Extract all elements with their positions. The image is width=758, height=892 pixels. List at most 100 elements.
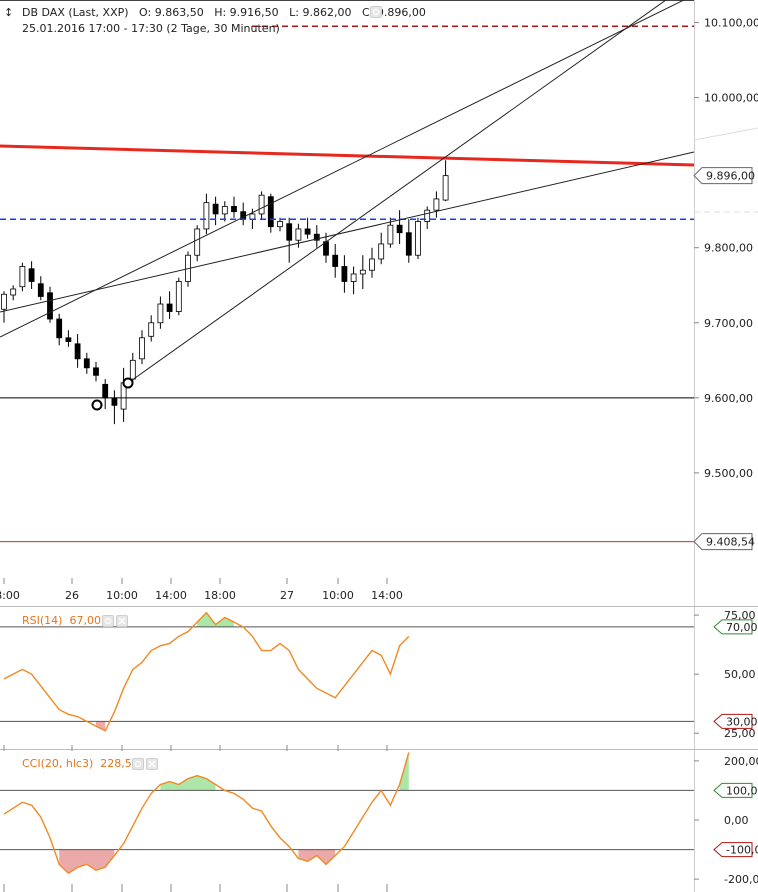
high-value: H: 9.916,50 — [214, 6, 279, 19]
candle-body — [10, 288, 17, 296]
instrument-name: DB DAX (Last, XXP) — [22, 6, 129, 19]
candle-body — [396, 224, 403, 234]
current-price-tag: 9.896,00 — [693, 167, 755, 185]
current-price-tag-text: 9.896,00 — [706, 170, 755, 183]
support-price-tag-text: 9.408,54 — [706, 536, 755, 549]
candle-body — [83, 358, 90, 369]
candle-body — [332, 254, 339, 267]
candle-body — [359, 269, 366, 275]
x-tick-label: 10:00 — [322, 589, 354, 602]
candle-body — [313, 233, 320, 241]
candle-body — [277, 221, 283, 228]
rsi-label: RSI(14) 67,00 — [22, 614, 101, 627]
support-price-tag: 9.408,54 — [693, 533, 755, 551]
candle-body — [369, 258, 375, 271]
candle-body — [37, 283, 44, 297]
close-icon — [148, 760, 156, 768]
x-tick-label: 18:00 — [204, 589, 236, 602]
cci-settings-button[interactable] — [132, 758, 144, 770]
candle-body — [231, 206, 237, 213]
y-tick-label: 9.500,00 — [704, 467, 753, 480]
x-tick-label: 26 — [65, 589, 79, 602]
rsi-level-shape — [713, 713, 753, 729]
rsi-level-shape — [713, 619, 753, 635]
cci-name: CCI(20, hlc3) — [22, 757, 94, 770]
gear-icon — [372, 8, 380, 16]
rsi-name: RSI(14) — [22, 614, 63, 627]
cci-level-text: 100,00 — [726, 784, 758, 797]
cci-tick-label: -200,00 — [724, 873, 758, 886]
candle-body — [74, 343, 81, 360]
candle-body — [258, 194, 265, 215]
candle-body — [267, 196, 274, 228]
range-info: 25.01.2016 17:00 - 17:30 (2 Tage, 30 Min… — [22, 22, 280, 35]
candle-body — [295, 228, 302, 241]
rsi-settings-button[interactable] — [102, 615, 114, 627]
rsi-line — [3, 611, 410, 732]
candle-body — [111, 397, 118, 406]
candle-body — [148, 322, 155, 337]
candle-body — [249, 213, 256, 220]
trend-line — [127, 0, 667, 384]
rsi-overbought-fill — [197, 612, 234, 627]
candle-body — [341, 266, 348, 282]
candle-body — [56, 318, 63, 339]
candle-body — [221, 206, 228, 215]
candle-body — [424, 209, 431, 222]
rsi-tick-label: 25,00 — [724, 727, 756, 740]
cci-overbought-fill — [160, 752, 409, 791]
candle-body — [415, 221, 421, 256]
rsi-tick-label: 50,00 — [724, 668, 756, 681]
candle-body — [139, 337, 145, 360]
rsi-tick-label: 75,00 — [724, 609, 756, 622]
x-tick-label: 14:00 — [371, 589, 403, 602]
y-tick-label: 9.800,00 — [704, 242, 753, 255]
bars-icon: ↕ — [4, 6, 13, 19]
candle-body — [442, 175, 449, 201]
candle-body — [166, 303, 173, 312]
cci-value: 228,50 — [100, 757, 139, 770]
rsi-oversold-fill — [96, 721, 106, 731]
rsi-value: 67,00 — [69, 614, 101, 627]
candle-body — [1, 293, 7, 310]
gear-icon — [134, 760, 142, 768]
trend-line — [0, 0, 685, 338]
candle-body — [129, 359, 136, 380]
trend-line — [0, 151, 695, 313]
y-tick-label: 9.700,00 — [704, 317, 753, 330]
rsi-level-text: 70,00 — [726, 621, 758, 634]
open-value: O: 9.863,50 — [139, 6, 204, 19]
rsi-level-text: 30,00 — [726, 715, 758, 728]
trend-line-ext — [693, 127, 758, 141]
candle-body — [350, 273, 357, 282]
candle-body — [28, 268, 35, 282]
pivot-marker — [122, 377, 134, 389]
x-tick-label: 18:00 — [0, 589, 20, 602]
cci-close-button[interactable] — [146, 758, 158, 770]
candle-body — [387, 224, 394, 245]
cci-level-shape — [713, 842, 753, 858]
pivot-marker — [91, 399, 103, 411]
x-tick-label: 27 — [280, 589, 294, 602]
candle-body — [93, 367, 99, 376]
gear-icon — [104, 617, 112, 625]
candle-body — [212, 203, 219, 215]
candle-body — [378, 243, 385, 260]
rsi-close-button[interactable] — [116, 615, 128, 627]
cci-level-tag: 100,00 — [713, 782, 758, 798]
red-trend-line — [0, 144, 695, 167]
cci-line — [3, 752, 410, 875]
close-icon — [118, 617, 126, 625]
settings-button[interactable] — [370, 6, 382, 18]
candle-body — [405, 232, 412, 256]
cci-tick-label: 200,00 — [724, 755, 758, 768]
y-tick-label: 9.600,00 — [704, 392, 753, 405]
cci-oversold-fill — [59, 849, 336, 874]
candle-body — [47, 292, 53, 320]
candle-body — [194, 228, 201, 256]
y-tick-label: 10.000,00 — [704, 92, 758, 105]
candle-body — [203, 202, 210, 230]
candle-body — [65, 337, 72, 342]
rsi-level-tag: 30,00 — [713, 713, 758, 729]
